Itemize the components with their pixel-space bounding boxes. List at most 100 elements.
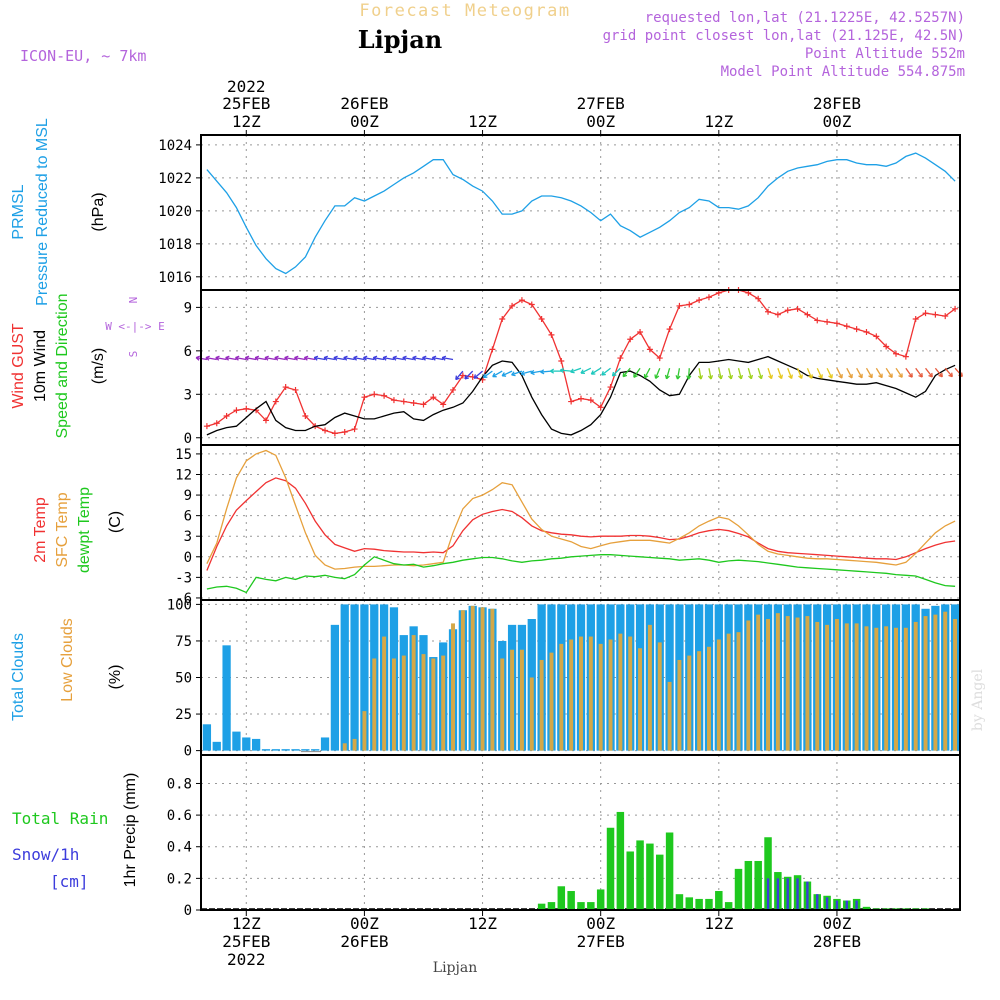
gust-marker [794, 305, 801, 312]
gust-marker [705, 294, 712, 301]
wind-direction-arrow [816, 367, 823, 379]
low-cloud-bar [549, 652, 554, 751]
wind-arrow-head [274, 355, 279, 361]
top-time-hour: 00Z [350, 112, 379, 131]
wind-arrow-head [235, 355, 240, 361]
gust-marker [262, 417, 269, 424]
wind-arrow-head [303, 355, 309, 361]
wind-direction-arrow [856, 367, 863, 379]
wind-arrow-head [482, 373, 488, 379]
low-cloud-bar [372, 658, 377, 751]
low-cloud-bar [746, 620, 751, 751]
snow-bar [835, 900, 839, 910]
gust-marker [528, 301, 535, 308]
sfc-line [206, 449, 956, 570]
wind-arrow-head [654, 374, 660, 379]
wind-arrow-head [717, 374, 724, 380]
wind-arrow-head [431, 355, 437, 361]
wind-arrow-head [422, 355, 427, 361]
wind-arrow-head [686, 375, 692, 380]
gust-marker [912, 315, 919, 322]
footer-location: Lipjan [433, 960, 477, 976]
wind-direction-arrow [687, 368, 690, 380]
bottom-time-date: 27FEB [577, 932, 625, 951]
y-tick-label: 3 [184, 529, 192, 545]
y-tick-label: 0.8 [167, 776, 192, 792]
wind-arrow-head [818, 374, 823, 379]
gust-marker [450, 386, 457, 393]
wind-arrow-head [737, 374, 744, 380]
rain-bar [587, 902, 595, 910]
gust-marker [696, 297, 703, 304]
wind-direction-arrow [294, 356, 306, 361]
snow-bar [816, 894, 819, 910]
y-tick-label: 9 [184, 488, 192, 504]
rain-bar [577, 902, 585, 910]
pressure-label-2: Pressure Reduced to MSL [34, 118, 51, 306]
low-cloud-bar [805, 616, 810, 751]
rain-bar [537, 903, 546, 910]
wind-direction-arrow [255, 356, 267, 361]
gust-marker [509, 302, 516, 309]
gust-marker [292, 386, 299, 393]
wind-arrow-head [392, 355, 397, 361]
wind-direction-arrow [422, 356, 434, 361]
snow-bar [825, 897, 829, 910]
low-cloud-bar [953, 619, 958, 751]
wind-arrow-head [492, 372, 497, 378]
gust-marker [410, 399, 417, 406]
t2m-label: 2m Temp [32, 497, 49, 563]
rain-bar [656, 854, 664, 910]
snow-label: Snow/1h [12, 845, 79, 864]
gust-marker [784, 307, 791, 314]
wind-arrow-head [549, 368, 555, 374]
top-time-hour: 12Z [704, 112, 733, 131]
wind-direction-arrow [875, 367, 883, 378]
low-cloud-bar [687, 655, 692, 751]
wind-direction-arrow [644, 367, 651, 379]
low-cloud-bar [519, 649, 524, 751]
low-cloud-bar [588, 636, 593, 751]
low-cloud-bar [539, 659, 544, 751]
y-tick-label: 25 [175, 707, 192, 723]
total-cloud-bar [281, 749, 290, 751]
total-cloud-bar [261, 749, 271, 751]
wind-direction-arrow [865, 367, 873, 379]
wind-direction-arrow [905, 367, 913, 378]
wind-direction-arrow [954, 367, 963, 377]
gust-marker [272, 398, 279, 405]
gust-marker [400, 398, 407, 405]
wind-direction-arrow [501, 370, 513, 377]
top-time-date: 27FEB [577, 94, 625, 113]
dewpoint-label: dewpt Temp [76, 487, 93, 573]
wind-direction-arrow [601, 367, 611, 376]
y-tick-label: 75 [175, 634, 192, 650]
gust-marker [863, 329, 870, 336]
clouds-unit: (%) [107, 665, 124, 690]
wind-arrow-head [333, 355, 338, 361]
wind-arrow-head [264, 355, 269, 361]
wind-direction-arrow [383, 356, 395, 361]
gust-marker [814, 317, 821, 324]
gust-marker [548, 331, 555, 338]
gust-marker [666, 326, 673, 333]
y-tick-label: 6 [184, 509, 192, 525]
gust-marker [617, 355, 624, 362]
wind-arrow-head [948, 372, 953, 378]
snow-bar [796, 878, 799, 910]
wind-arrow-head [294, 355, 299, 361]
y-tick-label: 0 [184, 550, 192, 566]
total-cloud-bar [271, 749, 280, 751]
low-cloud-bar [342, 743, 347, 751]
low-cloud-bar [913, 621, 918, 751]
wind-direction-arrow [665, 368, 671, 379]
gust-marker [902, 353, 909, 360]
t2m-line [206, 477, 956, 571]
bottom-time-date: 25FEB [222, 932, 270, 951]
low-cloud-bar [382, 636, 387, 751]
y-tick-label: 0 [184, 431, 192, 447]
gust-marker [952, 305, 959, 312]
low-cloud-bar [431, 658, 436, 751]
compass-s: S [127, 351, 140, 358]
total-cloud-bar [350, 604, 359, 751]
